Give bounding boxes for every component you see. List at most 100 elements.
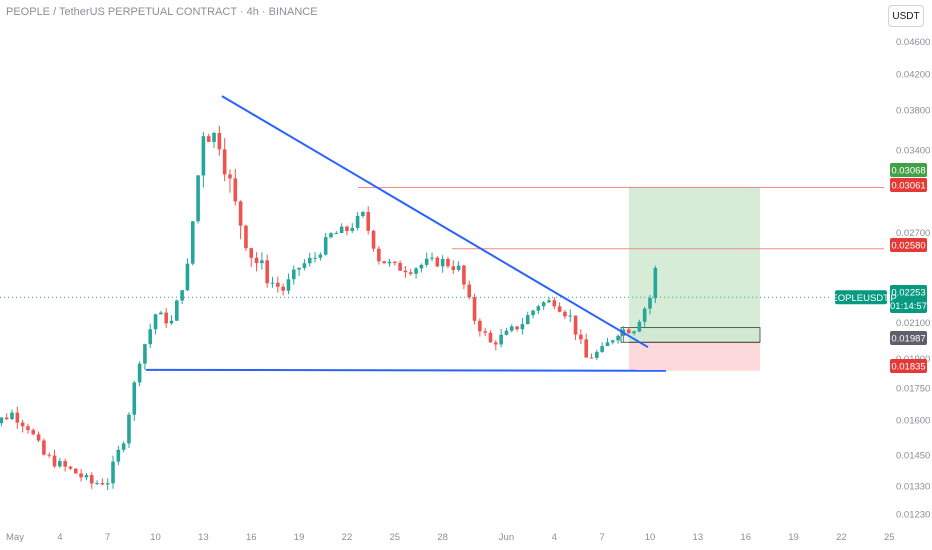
candle-body: [281, 286, 285, 291]
candle-body: [515, 326, 519, 330]
candle-body: [557, 306, 562, 312]
candle-body: [307, 257, 312, 264]
x-tick-label: Jun: [499, 532, 514, 543]
candle-body: [228, 174, 232, 179]
candle-body: [488, 332, 493, 343]
descending-trendline: [221, 95, 649, 349]
y-tick-label: 0.03800: [896, 105, 930, 116]
price-badge: [890, 331, 927, 345]
candle-body: [36, 434, 41, 441]
y-tick-label: 0.04600: [896, 37, 930, 48]
candle-body: [233, 178, 238, 202]
candle-body: [626, 329, 631, 334]
currency-button[interactable]: USDT: [888, 5, 924, 27]
candle-body: [153, 314, 158, 330]
candle-body: [435, 257, 440, 267]
candle-body: [201, 136, 206, 176]
price-badge-label: 0.03068: [891, 166, 925, 177]
candle-body: [371, 230, 376, 249]
x-tick-label: 4: [552, 532, 557, 543]
candle-body: [175, 300, 179, 321]
candle-body: [222, 149, 227, 175]
x-tick-label: 7: [600, 532, 605, 543]
candle-body: [589, 357, 594, 359]
candle-body: [143, 344, 147, 364]
candle-body: [164, 312, 168, 324]
candle-body: [0, 417, 4, 424]
candle-body: [584, 339, 588, 358]
candle-body: [260, 260, 264, 264]
x-tick-label: 25: [390, 532, 401, 543]
candle-body: [302, 263, 307, 268]
price-badge: [890, 178, 927, 192]
symbol-tag: [835, 290, 887, 305]
y-tick-label: 0.01750: [896, 383, 930, 394]
candle-body: [632, 331, 636, 334]
price-badge-label: 0.03061: [891, 181, 925, 192]
y-tick-label: 0.01450: [896, 451, 930, 462]
candle-body: [339, 226, 344, 234]
candle-body: [361, 212, 365, 216]
candle-body: [525, 315, 530, 325]
candle-body: [10, 412, 14, 420]
candle-body: [100, 483, 105, 485]
target-zone: [629, 186, 760, 343]
candle-body: [414, 268, 418, 274]
candle-body: [563, 311, 567, 317]
candle-body: [52, 455, 57, 467]
candle-body: [494, 342, 498, 345]
candle-body: [206, 136, 211, 142]
candle-body: [42, 440, 46, 455]
candle-body: [605, 342, 610, 347]
candle-body: [610, 340, 615, 343]
x-tick-label: 19: [788, 532, 799, 543]
candle-body: [334, 233, 339, 235]
x-tick-label: 7: [105, 532, 110, 543]
symbol-tag-label: PEOPLEUSDT.P: [825, 293, 897, 304]
candle-body: [132, 382, 137, 415]
candle-body: [84, 475, 89, 478]
candle-body: [313, 257, 317, 259]
candle-body: [265, 260, 269, 284]
price-badge-label: 0.01987: [891, 334, 925, 345]
candle-body: [244, 225, 248, 249]
candle-body: [424, 258, 429, 265]
candle-body: [345, 226, 349, 231]
y-tick-label: 0.04200: [896, 70, 930, 81]
candle-body: [249, 248, 254, 258]
candle-body: [31, 430, 36, 435]
candle-body: [430, 257, 434, 259]
candle-body: [568, 315, 573, 317]
candle-body: [419, 264, 424, 269]
candle-body: [111, 461, 115, 484]
candle-body: [217, 132, 222, 150]
candle-body: [286, 279, 291, 291]
y-tick-label: 0.02700: [896, 228, 930, 239]
candle-body: [595, 351, 599, 358]
candlestick-series: [0, 125, 658, 491]
entry-box: [620, 327, 761, 343]
candle-body: [552, 300, 557, 307]
candle-body: [159, 312, 163, 315]
candle-body: [579, 334, 583, 340]
candle-body: [398, 262, 402, 271]
candle-body: [472, 297, 477, 321]
candle-body: [212, 132, 216, 142]
candle-body: [637, 321, 642, 332]
candle-body: [196, 175, 200, 222]
candle-body: [68, 466, 73, 469]
candle-body: [79, 473, 83, 478]
candle-body: [440, 259, 445, 267]
x-tick-label: 22: [836, 532, 847, 543]
x-tick-label: 13: [198, 532, 209, 543]
candle-body: [616, 335, 620, 341]
price-badge: [890, 238, 927, 252]
y-tick-label: 0.03400: [896, 145, 930, 156]
candle-body: [95, 483, 99, 485]
candle-body: [531, 310, 535, 316]
candle-body: [63, 461, 67, 467]
price-badge-label: 0.02580: [891, 241, 925, 252]
candle-body: [648, 298, 652, 309]
candle-body: [499, 334, 503, 345]
